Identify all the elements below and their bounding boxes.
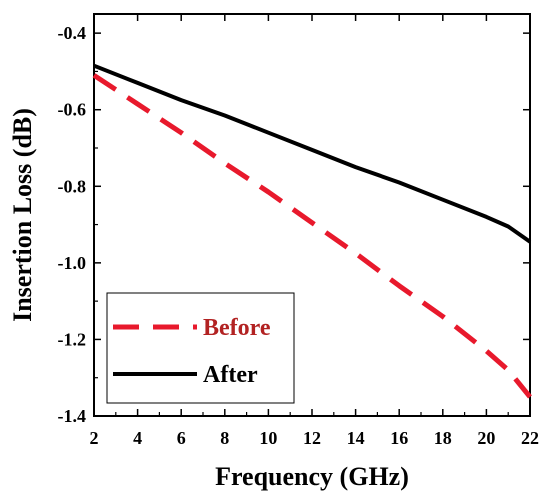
x-tick-label: 20 xyxy=(477,428,495,448)
x-tick-label: 8 xyxy=(220,428,229,448)
y-tick-label: -0.6 xyxy=(58,100,87,120)
x-tick-label: 22 xyxy=(521,428,539,448)
x-tick-label: 4 xyxy=(133,428,142,448)
y-tick-label: -0.8 xyxy=(58,176,87,196)
series-line-before xyxy=(92,73,532,399)
y-tick-label: -0.4 xyxy=(58,23,87,43)
series-layer xyxy=(92,63,532,399)
x-tick-label: 16 xyxy=(390,428,408,448)
legend-label-after: After xyxy=(203,362,258,388)
x-tick-label: 10 xyxy=(259,428,277,448)
y-tick-label: -1.0 xyxy=(58,253,87,273)
y-tick-label: -1.4 xyxy=(58,406,87,426)
legend-label-before: Before xyxy=(203,315,271,341)
series-line-after xyxy=(93,63,532,244)
x-tick-label: 18 xyxy=(434,428,452,448)
x-tick-label: 12 xyxy=(303,428,321,448)
x-axis-title: Frequency (GHz) xyxy=(215,462,409,491)
y-tick-label: -1.2 xyxy=(58,329,87,349)
x-tick-label: 6 xyxy=(177,428,186,448)
x-tick-label: 14 xyxy=(347,428,365,448)
axis-ticks: 2 4 6 8 10 12 14 16 18 20 22 -1.4 -1.2 -1.0 -0.8 -0.6 -0… xyxy=(58,14,539,448)
legend: Before After xyxy=(106,292,295,404)
legend-box xyxy=(106,292,295,404)
x-tick-label: 2 xyxy=(90,428,99,448)
y-axis-title: Insertion Loss (dB) xyxy=(8,108,37,322)
